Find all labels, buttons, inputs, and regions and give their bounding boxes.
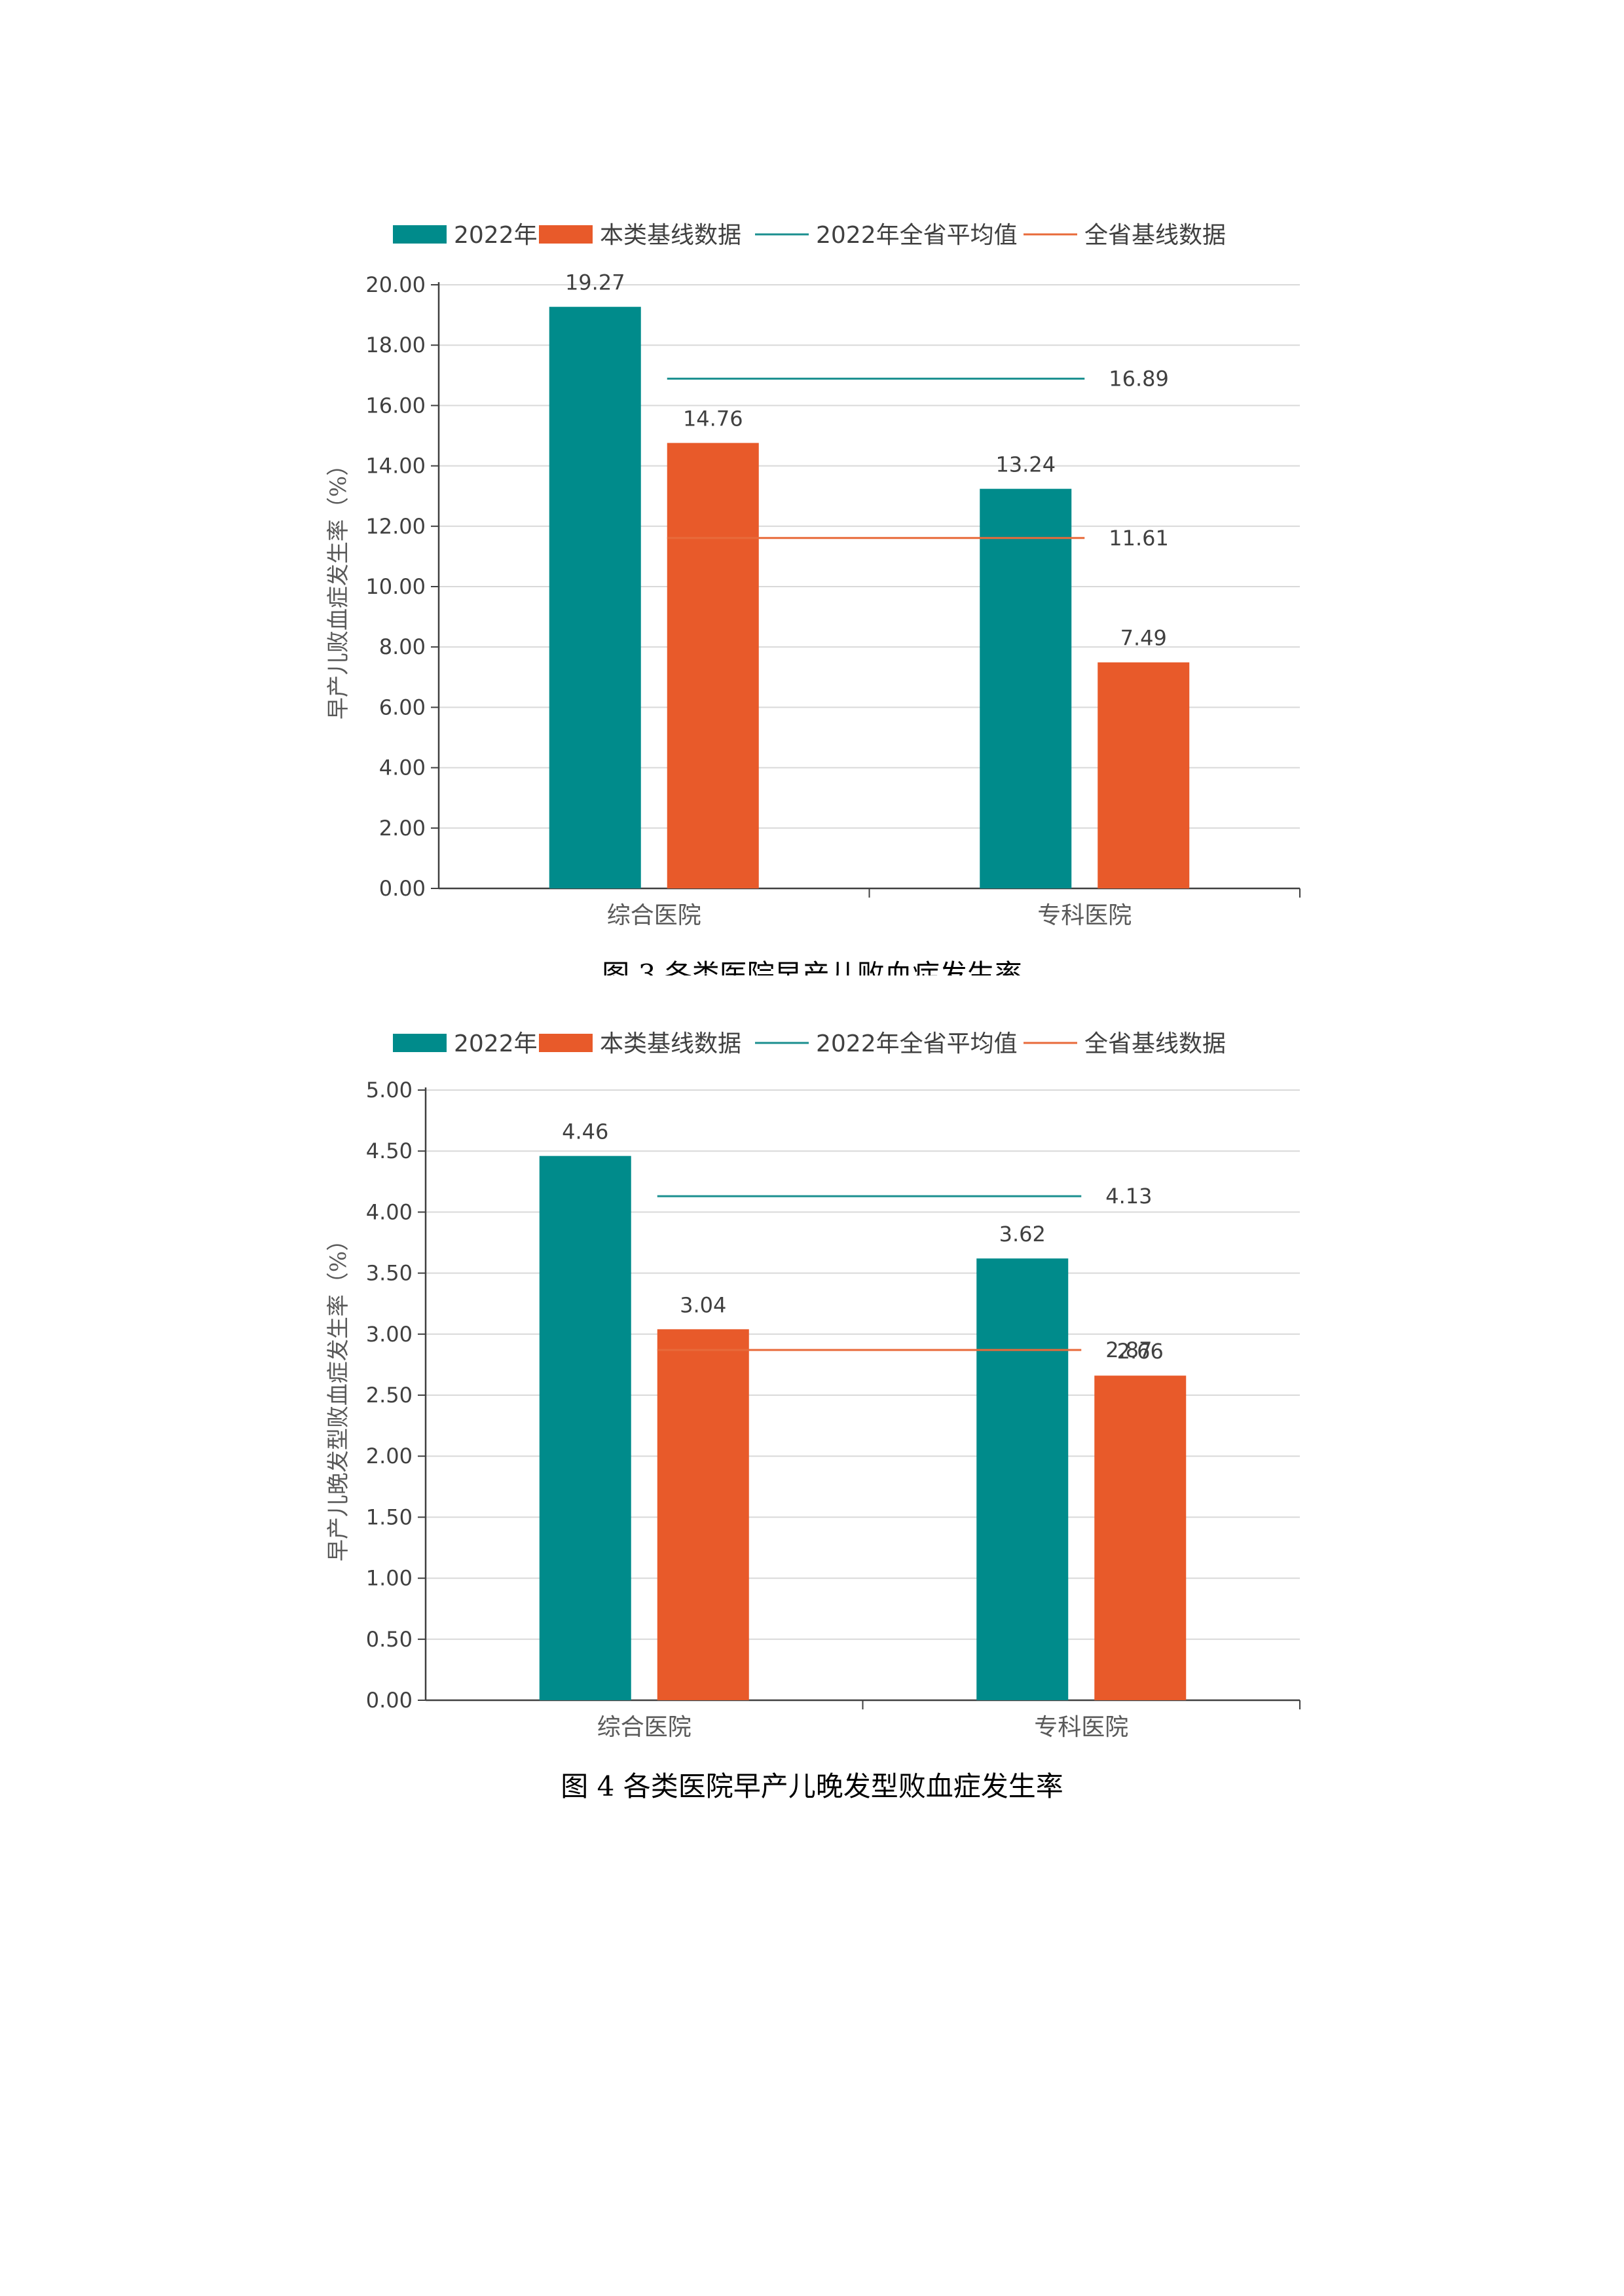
y-tick-label: 2.50: [366, 1383, 413, 1408]
data-label: 2.66: [1117, 1339, 1164, 1364]
category-label: 综合医院: [597, 1714, 692, 1741]
category-label: 专科医院: [1037, 902, 1132, 929]
legend-label-2: 2022年全省平均值: [816, 1030, 1018, 1057]
y-tick-label: 3.50: [366, 1261, 413, 1286]
y-tick-label: 12.00: [365, 514, 426, 539]
y-tick-label: 10.00: [365, 574, 426, 599]
y-tick-label: 1.00: [366, 1566, 413, 1591]
y-tick-label: 5.00: [366, 1078, 413, 1102]
y-tick-label: 2.00: [379, 816, 426, 841]
y-tick-label: 8.00: [379, 634, 426, 659]
legend-label-2: 2022年全省平均值: [816, 222, 1018, 249]
bar-1-1: [1098, 662, 1190, 888]
reference-label-0: 4.13: [1105, 1184, 1152, 1209]
y-axis-title: 早产儿败血症发生率（%）: [325, 454, 352, 720]
reference-label-0: 16.89: [1109, 366, 1169, 391]
legend-label-3: 全省基线数据: [1084, 222, 1226, 249]
bar-1-1: [1094, 1376, 1187, 1700]
y-tick-label: 0.50: [366, 1627, 413, 1652]
y-tick-label: 3.00: [366, 1322, 413, 1347]
bar-0-1: [976, 1258, 1069, 1700]
data-label: 13.24: [995, 452, 1056, 477]
chart-caption: 图 3 各类医院早产儿败血症发生率: [602, 958, 1022, 975]
y-tick-label: 14.00: [365, 454, 426, 479]
data-label: 7.49: [1120, 626, 1167, 651]
data-label: 3.04: [680, 1292, 726, 1317]
reference-label-1: 11.61: [1109, 526, 1169, 551]
y-tick-label: 0.00: [366, 1688, 413, 1713]
y-axis-title: 早产儿晚发型败血症发生率（%）: [325, 1229, 352, 1561]
chart-figure-4: 2022年 本类基线数据 2022年全省平均值 全省基线数据 0.00 0.50 1.00 1…: [0, 1008, 1624, 1813]
data-label: 14.76: [683, 407, 743, 431]
legend-label-0: 2022年: [454, 1030, 538, 1057]
chart-svg-1: 2022年 本类基线数据 2022年全省平均值 全省基线数据 0.00 2.00 4.00 6…: [325, 222, 1301, 975]
y-tick-label: 4.00: [379, 756, 426, 780]
bar-0-0: [539, 1156, 631, 1700]
y-tick-label: 0.00: [379, 876, 426, 901]
y-tick-label: 16.00: [365, 393, 426, 418]
legend-label-1: 本类基线数据: [600, 222, 741, 249]
legend-label-1: 本类基线数据: [600, 1030, 741, 1057]
bar-0-0: [549, 306, 641, 888]
legend-label-0: 2022年: [454, 222, 538, 249]
y-tick-label: 1.50: [366, 1504, 413, 1529]
legend-swatch-1: [539, 225, 593, 244]
y-tick-label: 4.00: [366, 1199, 413, 1224]
legend-label-3: 全省基线数据: [1084, 1030, 1226, 1057]
data-label: 3.62: [999, 1222, 1046, 1247]
y-tick-label: 18.00: [365, 333, 426, 357]
chart-figure-3: 2022年 本类基线数据 2022年全省平均值 全省基线数据 0.00 2.00 4.00 6…: [0, 203, 1624, 975]
bar-1-0: [667, 443, 759, 888]
chart-svg-2: 2022年 本类基线数据 2022年全省平均值 全省基线数据 0.00 0.50 1.00 1…: [325, 1030, 1301, 1802]
data-label: 4.46: [562, 1120, 608, 1144]
y-tick-label: 6.00: [379, 695, 426, 720]
y-tick-label: 4.50: [366, 1139, 413, 1163]
data-label: 19.27: [565, 270, 625, 295]
legend-swatch-1: [539, 1034, 593, 1052]
y-tick-label: 20.00: [365, 272, 426, 297]
category-label: 专科医院: [1034, 1714, 1128, 1741]
bar-0-1: [980, 488, 1072, 888]
legend-swatch-0: [393, 1034, 447, 1052]
y-tick-label: 2.00: [366, 1444, 413, 1468]
category-label: 综合医院: [607, 902, 701, 929]
chart-caption: 图 4 各类医院早产儿晚发型败血症发生率: [561, 1770, 1063, 1802]
bar-1-0: [657, 1329, 749, 1700]
legend-swatch-0: [393, 225, 447, 244]
reference-label-1: 2.87: [1105, 1338, 1152, 1362]
